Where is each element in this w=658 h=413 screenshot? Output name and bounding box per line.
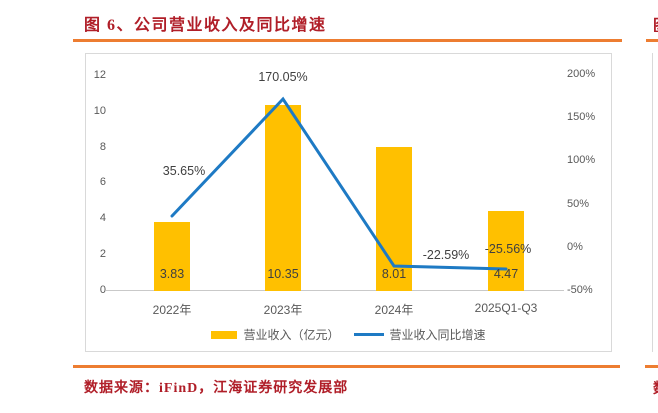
x-axis-label: 2022年 xyxy=(152,303,192,317)
title-underline-rule xyxy=(73,39,622,42)
growth-data-label: -22.59% xyxy=(422,248,470,262)
next-column-title-fragment: 图 xyxy=(653,12,658,32)
y-right-tick: 200% xyxy=(567,68,596,80)
x-axis-label: 2025Q1-Q3 xyxy=(474,301,538,315)
growth-data-label: -25.56% xyxy=(484,242,532,256)
y-right-tick: 100% xyxy=(567,154,596,166)
y-left-tick: 6 xyxy=(99,176,106,188)
x-axis-label: 2023年 xyxy=(263,303,303,317)
y-right-tick: 50% xyxy=(567,198,590,210)
y-left-tick: 12 xyxy=(93,69,106,81)
next-column-source-fragment: 数 xyxy=(653,378,658,398)
y-left-tick: 8 xyxy=(99,141,106,153)
x-axis-label: 2024年 xyxy=(374,303,414,317)
y-left-tick: 10 xyxy=(93,105,106,117)
legend-label: 营业收入同比增速 xyxy=(389,328,486,342)
revenue-bar-2022 xyxy=(154,222,190,291)
growth-data-label: 35.65% xyxy=(162,164,206,178)
bar-value-label: 4.47 xyxy=(493,267,519,281)
y-right-tick: 150% xyxy=(567,111,596,123)
footer-rule-next-column xyxy=(645,365,658,368)
legend-label: 营业收入（亿元） xyxy=(243,328,340,342)
data-source-text: 数据来源：iFinD，江海证券研究发展部 xyxy=(84,381,349,396)
y-left-tick: 4 xyxy=(99,212,106,224)
x-axis-line xyxy=(106,290,564,291)
revenue-bar-2025q1q3 xyxy=(488,211,524,291)
line-series-swatch-icon xyxy=(353,333,384,336)
title-underline-rule-next-column xyxy=(646,39,658,42)
y-right-tick: 0% xyxy=(567,241,583,253)
y-left-tick: 2 xyxy=(99,248,106,260)
bar-value-label: 3.83 xyxy=(159,267,185,281)
bar-series-swatch-icon xyxy=(211,330,238,339)
chart-panel: 12 10 8 6 4 2 0 200% 150% 100% 50% 0% -5… xyxy=(85,53,612,352)
growth-data-label: 170.05% xyxy=(258,70,308,84)
chart-legend: 营业收入（亿元） 营业收入同比增速 xyxy=(86,326,611,343)
revenue-bar-2023 xyxy=(265,105,301,291)
next-column-panel-edge xyxy=(652,53,653,352)
bar-value-label: 8.01 xyxy=(381,267,407,281)
y-left-tick: 0 xyxy=(99,284,106,296)
y-right-tick: -50% xyxy=(567,284,593,296)
footer-rule xyxy=(73,365,620,368)
growth-line xyxy=(170,96,508,271)
legend-item-growth: 营业收入同比增速 xyxy=(353,326,486,343)
figure-title: 图 6、公司营业收入及同比增速 xyxy=(84,17,327,34)
bar-value-label: 10.35 xyxy=(267,267,299,281)
legend-item-revenue: 营业收入（亿元） xyxy=(211,326,340,343)
